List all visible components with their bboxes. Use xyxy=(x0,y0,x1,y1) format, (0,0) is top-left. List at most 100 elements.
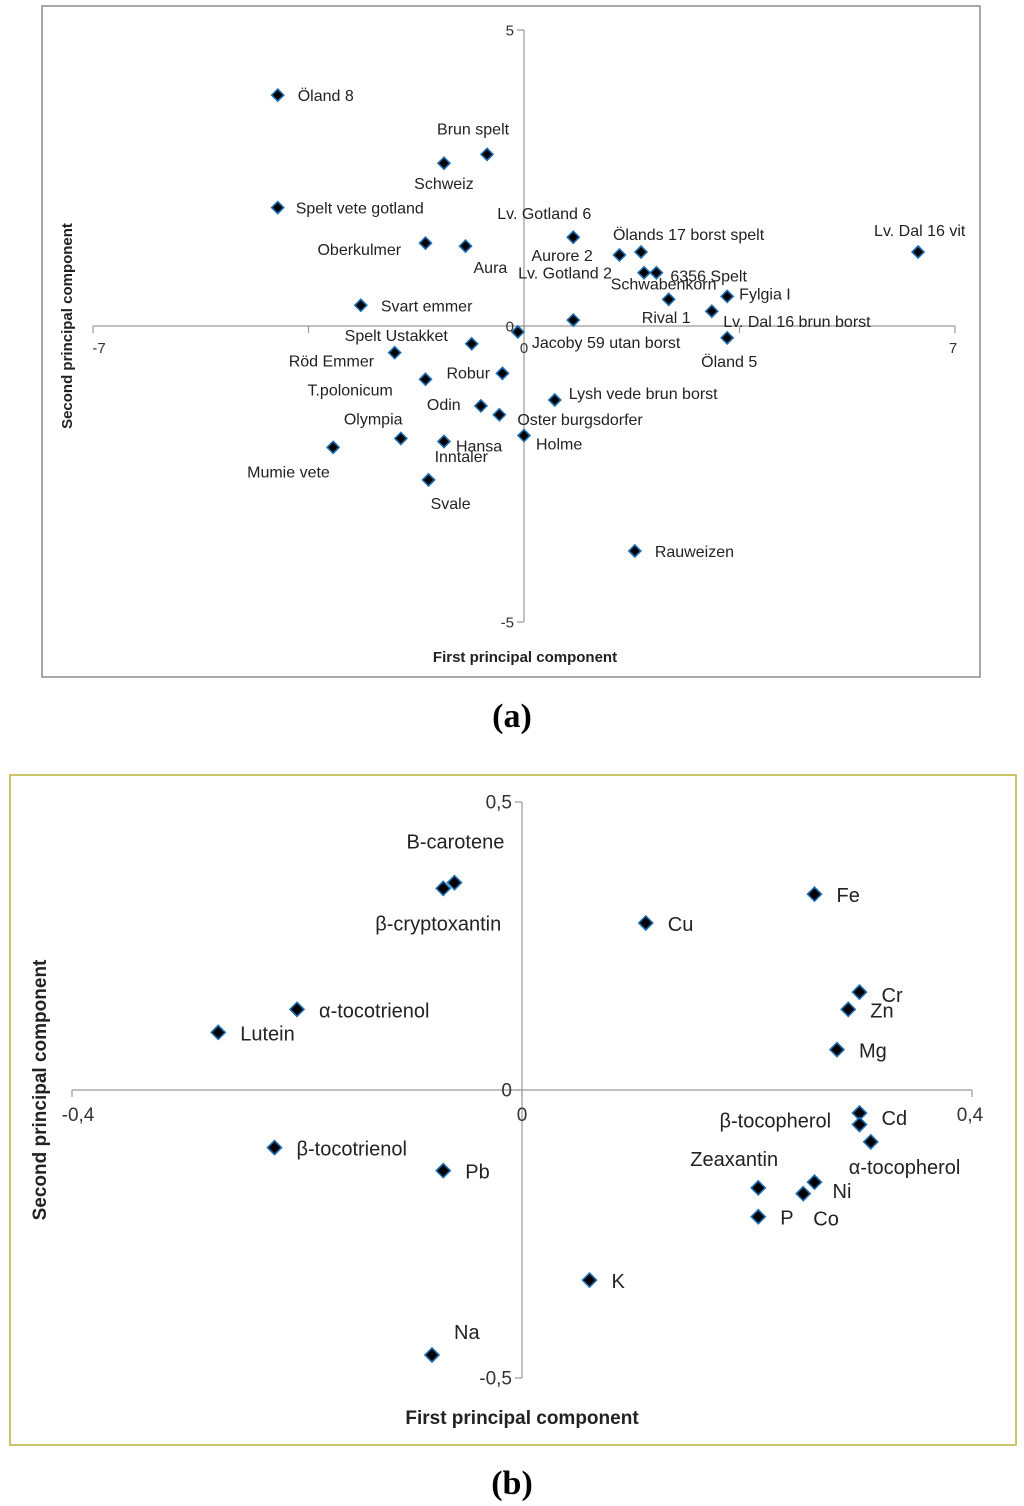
chart-a-point xyxy=(627,543,642,559)
chart-a-point-labels: Öland 8 Brun spelt Schweiz Spelt vete gotla… xyxy=(247,87,966,561)
chart-a-point xyxy=(566,230,581,245)
chart-b-point-label: α-tocopherol xyxy=(849,1157,961,1179)
chart-a-y-tick-label: 0 xyxy=(506,318,514,335)
chart-b-y-tick-label: -0,5 xyxy=(479,1369,512,1390)
chart-b-point-label: K xyxy=(612,1271,626,1293)
chart-b-point-label: Cr xyxy=(882,985,903,1007)
chart-a-point-label: Hansa xyxy=(456,438,502,455)
chart-a-y-tick-label: 5 xyxy=(506,22,514,39)
chart-a-point xyxy=(325,440,341,455)
chart-b-x-tick-label: 0 xyxy=(517,1105,528,1126)
chart-a-point-label: Lv. Dal 16 vit xyxy=(874,223,966,240)
chart-a-point-label: Rival 1 xyxy=(642,310,691,327)
chart-a-point xyxy=(421,472,436,488)
chart-b-point-label: Co xyxy=(813,1209,839,1231)
chart-a-point-label: Holme xyxy=(536,437,582,454)
chart-a-point-label: T.polonicum xyxy=(307,382,392,399)
chart-a-point-label: Öland 8 xyxy=(298,87,354,105)
chart-a-point xyxy=(418,372,433,387)
chart-b-point xyxy=(795,1185,812,1202)
chart-b-x-axis-title: First principal component xyxy=(405,1408,639,1429)
chart-a-points xyxy=(270,87,926,559)
chart-b-point xyxy=(637,914,654,932)
chart-b-point-label: β-tocopherol xyxy=(720,1111,832,1133)
chart-b-point-label: Ni xyxy=(833,1181,852,1203)
chart-b-point xyxy=(581,1271,598,1289)
chart-b-tick-labels: -0,4 0 0,4 0,5 0 -0,5 xyxy=(62,793,984,1390)
chart-b-y-tick-label: 0 xyxy=(501,1081,512,1102)
chart-b-y-tick-label: 0,5 xyxy=(486,793,512,814)
chart-a-point-label: Robur xyxy=(446,365,490,382)
chart-b-point-labels: B-carotene β-cryptoxantin Cu Fe α-tocotrieno… xyxy=(240,832,960,1344)
chart-a-x-tick-label: 0 xyxy=(520,340,528,357)
chart-b-points xyxy=(210,874,879,1364)
chart-a-point xyxy=(492,407,507,422)
chart-a-point xyxy=(464,336,479,351)
chart-a-point-label: Olympia xyxy=(344,411,403,428)
chart-a-x-tick-label: -7 xyxy=(92,340,105,357)
chart-b-point-label: B-carotene xyxy=(407,832,505,854)
chart-a-point xyxy=(636,265,652,280)
chart-a-point xyxy=(516,428,532,443)
chart-a-point-label: Schwabenkorn xyxy=(611,276,717,293)
chart-b-point xyxy=(851,1116,868,1133)
chart-a-point xyxy=(436,156,452,171)
chart-a-point xyxy=(720,289,735,304)
chart-b-point-label: Pb xyxy=(465,1162,489,1184)
chart-b-point xyxy=(210,1024,227,1041)
chart-b-point xyxy=(435,1162,452,1179)
chart-a-point-label: Mumie vete xyxy=(247,464,330,481)
chart-b: -0,4 0 0,4 0,5 0 -0,5 B-carotene β-cryptoxanti… xyxy=(9,774,1017,1446)
chart-a-point xyxy=(479,147,495,162)
chart-a-caption: (a) xyxy=(492,698,532,735)
chart-b-x-tick-label: 0,4 xyxy=(957,1105,984,1126)
chart-a-point xyxy=(270,87,285,103)
chart-b-point xyxy=(851,983,868,1001)
chart-a-point xyxy=(566,312,581,328)
chart-a-point xyxy=(612,247,627,263)
chart-a-point xyxy=(910,244,926,260)
chart-a-point-label: Lysh vede brun borst xyxy=(569,386,718,403)
chart-a-point xyxy=(418,235,433,251)
chart-a-point-label: Jacoby 59 utan borst xyxy=(532,335,681,352)
chart-a-point xyxy=(661,292,676,307)
chart-a-point xyxy=(510,324,525,340)
chart-a-point-label: Svale xyxy=(431,496,471,513)
chart-a-point xyxy=(458,238,473,254)
chart-b-point xyxy=(423,1346,441,1364)
chart-b-point-label: P xyxy=(780,1208,793,1230)
chart-b-y-axis-title: Second principal component xyxy=(30,959,51,1220)
chart-a-point-label: Aurore 2 xyxy=(531,248,592,265)
chart-b-point-label: Zeaxantin xyxy=(690,1149,778,1171)
chart-a-y-tick-label: -5 xyxy=(501,614,514,631)
chart-a-point xyxy=(353,298,368,313)
chart-b-axes xyxy=(71,801,973,1379)
chart-b-point-label: β-tocotrienol xyxy=(297,1139,407,1161)
chart-b-point-label: β-cryptoxantin xyxy=(375,913,501,935)
chart-b-point xyxy=(806,1174,823,1191)
chart-a-point-label: Inntaler xyxy=(435,449,489,466)
chart-b-point-label: Fe xyxy=(837,885,860,907)
chart-b-x-tick-label: -0,4 xyxy=(62,1105,95,1126)
chart-a-point xyxy=(720,330,735,345)
chart-b-frame xyxy=(9,774,1017,1446)
chart-a-point xyxy=(649,265,664,280)
chart-b-point-label: Cd xyxy=(882,1108,908,1130)
chart-b-point xyxy=(750,1179,767,1197)
chart-a-y-axis-title: Second principal component xyxy=(59,223,76,429)
chart-a-point-label: Aura xyxy=(474,260,508,277)
chart-a-axes xyxy=(92,29,956,623)
chart-b-point xyxy=(435,880,452,897)
chart-b-point xyxy=(828,1041,846,1058)
chart-a-point-label: 6356 Spelt xyxy=(670,269,747,286)
chart-b-point xyxy=(266,1139,283,1156)
chart-a-point-label: Öland 5 xyxy=(701,353,757,371)
chart-a-point-label: Odin xyxy=(427,397,461,414)
chart-a-point-label: Röd Emmer xyxy=(289,354,375,371)
chart-a-point xyxy=(270,200,285,215)
chart-b-point-label: Zn xyxy=(870,1000,893,1022)
chart-a-point xyxy=(436,434,452,449)
chart-a-point xyxy=(495,366,510,381)
chart-a-tick-labels: -7 0 7 5 0 -5 xyxy=(92,22,957,631)
chart-a-x-axis-title: First principal component xyxy=(433,649,617,666)
